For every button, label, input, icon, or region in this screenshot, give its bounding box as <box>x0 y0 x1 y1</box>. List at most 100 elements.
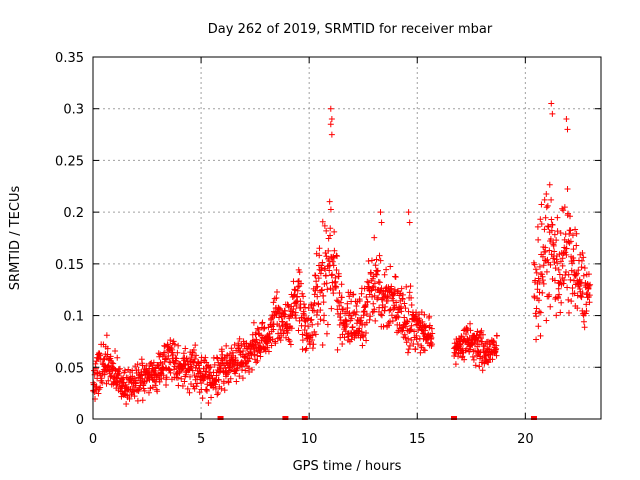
data-point <box>551 248 558 255</box>
data-point <box>97 384 104 391</box>
data-point <box>116 365 123 372</box>
data-point <box>308 316 315 323</box>
data-point <box>331 247 338 254</box>
data-point <box>377 311 384 318</box>
data-point <box>408 301 415 308</box>
data-point <box>532 310 539 317</box>
x-tick-label: 0 <box>89 432 97 447</box>
data-point <box>569 285 576 292</box>
data-point <box>539 271 546 278</box>
data-point <box>581 264 588 271</box>
data-point <box>368 257 375 264</box>
data-point <box>143 362 150 369</box>
data-point <box>376 279 383 286</box>
data-point <box>280 330 287 337</box>
data-point <box>249 366 256 373</box>
data-point <box>406 219 413 226</box>
data-point <box>565 271 572 278</box>
data-point <box>573 230 580 237</box>
data-point <box>174 374 181 381</box>
data-point <box>374 267 381 274</box>
data-point <box>373 256 380 263</box>
y-tick-label: 0.25 <box>55 154 84 169</box>
x-axis-label: GPS time / hours <box>293 459 402 474</box>
data-point <box>406 342 413 349</box>
data-point <box>578 257 585 264</box>
data-point <box>145 389 152 396</box>
data-point <box>274 288 280 295</box>
data-point <box>171 366 178 373</box>
data-point <box>578 294 585 301</box>
data-point <box>532 266 539 273</box>
data-point <box>378 312 385 319</box>
data-point <box>360 312 367 319</box>
data-point <box>171 341 178 348</box>
data-point <box>134 397 141 404</box>
data-point <box>479 367 486 374</box>
data-point <box>555 285 562 292</box>
data-point <box>250 319 257 326</box>
y-axis-label: SRMTID / TECUs <box>8 186 23 291</box>
data-point <box>335 273 342 280</box>
data-point <box>557 278 564 285</box>
data-point <box>360 334 367 341</box>
data-point <box>467 327 474 334</box>
data-point <box>398 308 405 315</box>
data-point <box>156 378 163 385</box>
data-point <box>574 305 581 312</box>
data-point <box>327 232 334 239</box>
data-point <box>236 335 243 342</box>
data-point <box>371 306 378 313</box>
data-point <box>166 367 173 374</box>
data-point <box>563 245 570 252</box>
data-point <box>570 257 577 264</box>
data-point <box>328 116 335 123</box>
data-point <box>95 390 102 397</box>
data-point <box>406 327 413 334</box>
data-point <box>567 213 574 220</box>
data-point <box>543 317 550 324</box>
data-point <box>549 221 556 228</box>
data-point <box>348 315 355 322</box>
data-point <box>580 254 587 261</box>
data-point <box>309 345 316 352</box>
y-tick-label: 0.1 <box>63 310 84 325</box>
data-point <box>385 294 392 301</box>
data-point <box>208 372 215 379</box>
data-point <box>493 332 500 339</box>
data-point <box>204 387 211 394</box>
data-point <box>586 299 593 306</box>
data-point <box>548 227 555 234</box>
data-point <box>242 367 249 374</box>
data-point <box>336 290 343 297</box>
data-point <box>105 377 112 384</box>
data-point <box>557 258 564 265</box>
data-point <box>192 342 199 349</box>
y-tick-label: 0.15 <box>55 258 84 273</box>
data-point <box>259 319 266 326</box>
data-point <box>375 278 382 285</box>
data-point <box>314 308 321 315</box>
data-point <box>99 379 106 386</box>
data-point <box>344 305 351 312</box>
data-point <box>371 234 378 241</box>
data-point <box>353 302 360 309</box>
data-point <box>187 363 194 370</box>
data-point <box>536 279 543 286</box>
data-point <box>395 314 402 321</box>
data-point <box>162 364 169 371</box>
data-point <box>163 374 170 381</box>
data-point <box>574 292 581 299</box>
data-point <box>364 278 371 285</box>
data-point <box>270 326 277 333</box>
data-point <box>474 328 481 335</box>
data-point <box>546 247 553 254</box>
data-point <box>290 305 297 312</box>
plot-frame <box>92 56 602 420</box>
data-point <box>270 299 277 306</box>
data-point <box>540 262 547 269</box>
data-point <box>288 325 295 332</box>
data-point <box>116 370 123 377</box>
data-point <box>187 358 194 365</box>
data-point <box>338 294 345 301</box>
